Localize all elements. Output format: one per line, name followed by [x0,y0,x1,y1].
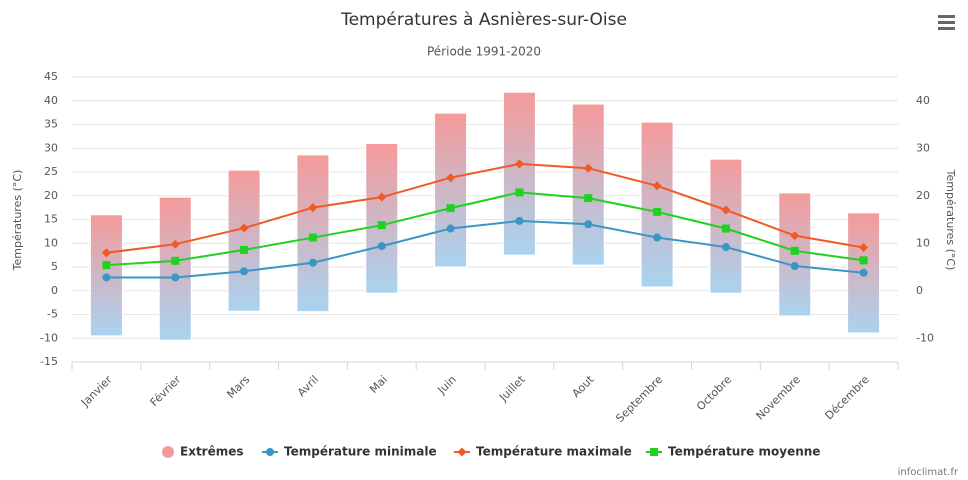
x-tick-label: Septembre [613,373,665,425]
marker [240,267,249,276]
chart-subtitle: Période 1991-2020 [427,45,541,59]
marker [653,233,662,242]
marker [446,173,456,183]
y-tick-label: 0 [51,284,58,297]
y2-tick-label: 30 [916,141,930,154]
range-bar [296,154,330,313]
marker [515,188,524,197]
legend-label: Température moyenne [668,445,820,459]
marker [171,273,180,282]
chart-title: Températures à Asnières-sur-Oise [340,10,627,30]
marker [721,243,730,252]
marker [650,448,658,456]
marker [790,262,799,271]
x-tick-label: Aout [569,373,597,401]
range-bar [158,196,192,341]
y2-tick-label: -10 [916,331,934,344]
x-tick-label: Juillet [496,373,528,405]
legend-symbol [162,446,174,458]
marker [171,256,180,265]
marker [308,233,317,242]
range-bar [640,121,674,288]
range-bar [227,169,261,312]
legend-label: Extrêmes [180,445,244,459]
y-tick-label: -5 [47,308,58,321]
marker [308,203,318,213]
credits[interactable]: infoclimat.fr [898,467,959,478]
marker [446,224,455,233]
marker [584,194,593,203]
range-bar [434,112,468,268]
y-tick-label: -10 [40,331,58,344]
y2-tick-label: 0 [916,284,923,297]
y2-tick-label: 40 [916,94,930,107]
marker [377,192,387,202]
marker [239,223,249,233]
y-axis-title: Températures (°C) [11,170,24,272]
x-tick-label: Février [148,373,184,409]
marker [514,159,524,169]
marker [377,242,386,251]
legend-item[interactable]: Température maximale [454,445,632,459]
y-tick-label: -15 [40,355,58,368]
y-tick-label: 45 [44,70,58,83]
marker [446,204,455,213]
y2-tick-label: 10 [916,236,930,249]
y-tick-label: 20 [44,189,58,202]
x-tick-label: Avril [295,373,321,399]
range-bar [571,103,605,266]
marker [859,256,868,265]
y-tick-label: 15 [44,213,58,226]
y-tick-label: 5 [51,260,58,273]
menu-button[interactable] [938,15,955,30]
y-tick-label: 30 [44,141,58,154]
x-tick-label: Janvier [78,373,115,410]
marker [240,245,249,254]
marker [653,207,662,216]
legend-item[interactable]: Température moyenne [646,445,820,459]
legend-item[interactable]: Température minimale [262,445,437,459]
marker [102,261,111,270]
marker [721,224,730,233]
y2-axis-title: Températures (°C) [944,169,957,271]
y-tick-label: 25 [44,165,58,178]
y-tick-label: 40 [44,94,58,107]
series-line [106,219,864,279]
y-tick-label: 10 [44,236,58,249]
marker [721,205,731,215]
range-bar [365,143,399,294]
y-tick-label: 35 [44,118,58,131]
marker [266,448,274,456]
marker [652,181,662,191]
x-tick-label: Mai [367,373,390,396]
x-tick-label: Juin [435,373,459,397]
marker [859,268,868,277]
legend-item[interactable]: Extrêmes [162,445,244,459]
series-line [106,162,864,254]
marker [377,221,386,230]
legend-label: Température minimale [284,445,437,459]
series-line [106,191,864,267]
x-tick-label: Mars [224,373,252,401]
marker [101,248,111,258]
marker [102,273,111,282]
x-tick-label: Octobre [694,373,734,413]
marker [584,220,593,229]
marker [859,243,869,253]
x-tick-label: Décembre [822,373,872,423]
marker [790,246,799,255]
marker [308,258,317,267]
marker [457,447,467,457]
marker [583,163,593,173]
legend-label: Température maximale [476,445,632,459]
x-tick-label: Novembre [754,373,804,423]
marker [790,231,800,241]
range-bar [502,91,536,256]
marker [170,239,180,249]
y2-tick-label: 20 [916,189,930,202]
marker [515,216,524,225]
